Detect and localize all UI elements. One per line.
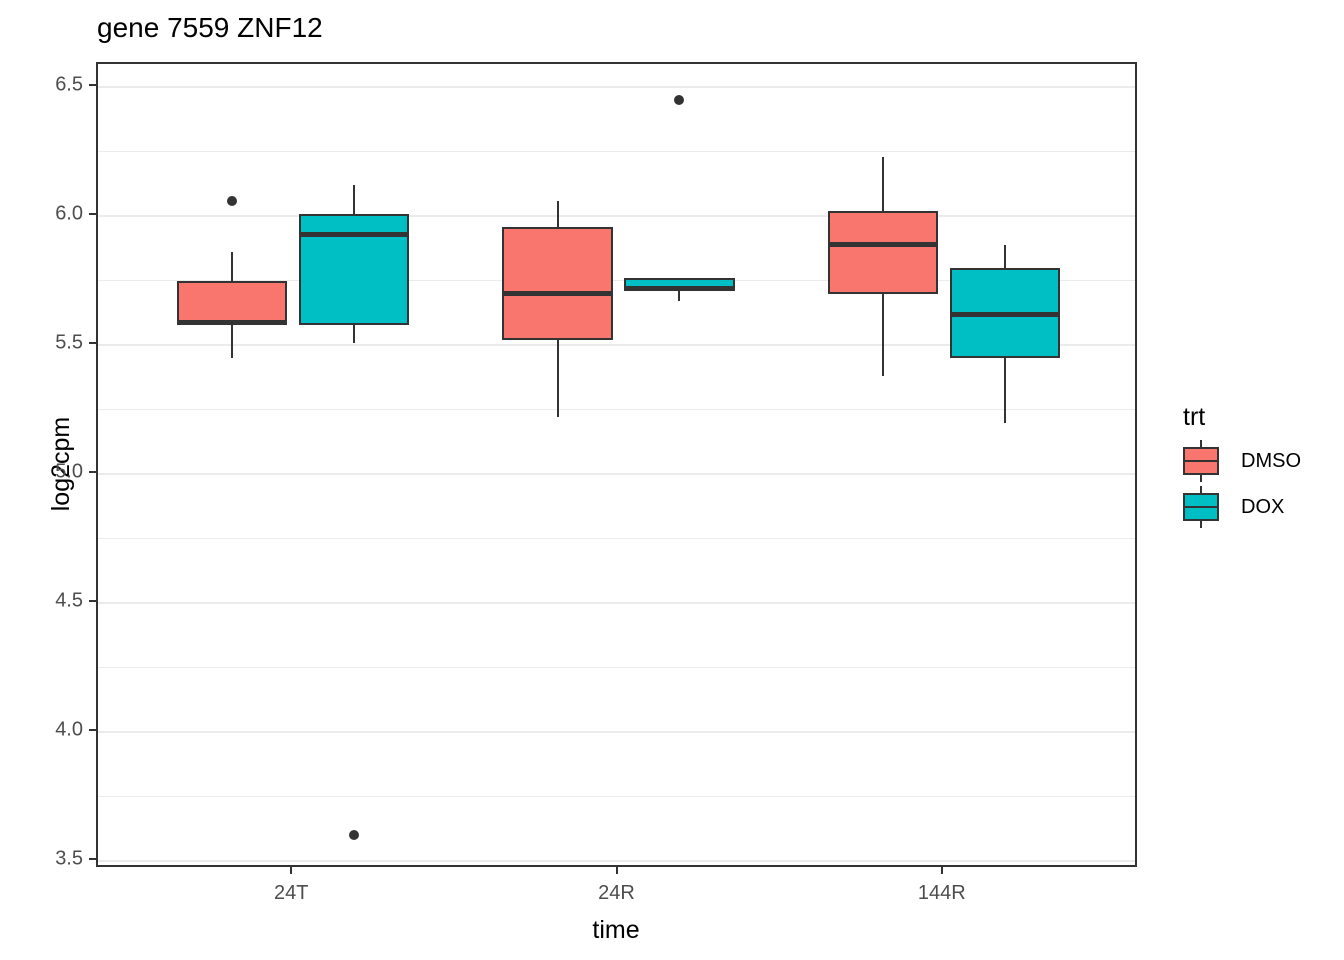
y-tick-mark: [89, 858, 96, 861]
y-tick-label: 5.5: [55, 331, 83, 354]
x-tick-mark: [940, 867, 943, 874]
boxplot-box-dox-24t: [298, 213, 410, 325]
outlier-point: [349, 830, 360, 841]
major-gridline: [98, 602, 1135, 605]
x-tick-mark: [615, 867, 618, 874]
y-tick-label: 4.5: [55, 589, 83, 612]
x-tick-mark: [290, 867, 293, 874]
y-tick-mark: [89, 471, 96, 474]
key-median-line: [1183, 506, 1219, 508]
legend-entry-dmso: DMSO: [1183, 440, 1301, 482]
x-tick-label: 24T: [273, 882, 309, 904]
major-gridline: [98, 731, 1135, 734]
boxplot-key-icon: [1183, 486, 1219, 528]
y-tick-mark: [89, 600, 96, 603]
median-line: [298, 231, 410, 237]
minor-gridline: [98, 538, 1135, 540]
boxplot-box-dmso-24r: [502, 226, 613, 341]
y-tick-mark: [89, 84, 96, 87]
major-gridline: [98, 473, 1135, 476]
y-tick-label: 6.5: [55, 73, 83, 96]
key-median-line: [1183, 460, 1219, 462]
y-tick-label: 5.0: [55, 460, 83, 483]
y-tick-label: 6.0: [55, 202, 83, 225]
boxplot-box-dmso-24t: [176, 280, 288, 325]
y-tick-label: 3.5: [55, 847, 83, 870]
y-tick-mark: [89, 342, 96, 345]
legend: trt DMSO DOX: [1183, 403, 1301, 538]
boxplot-key-icon: [1183, 440, 1219, 482]
legend-entry-dox: DOX: [1183, 486, 1301, 528]
boxplot-box-dmso-144r: [827, 211, 939, 294]
minor-gridline: [98, 667, 1135, 669]
minor-gridline: [98, 409, 1135, 411]
median-line: [502, 291, 613, 297]
major-gridline: [98, 86, 1135, 89]
outlier-point: [674, 95, 685, 106]
legend-label-dmso: DMSO: [1241, 449, 1301, 472]
minor-gridline: [98, 280, 1135, 282]
median-line: [624, 285, 735, 291]
median-line: [176, 319, 288, 325]
x-axis-title: time: [592, 916, 640, 944]
plot-panel: [96, 62, 1137, 867]
outlier-point: [227, 195, 238, 206]
y-tick-mark: [89, 729, 96, 732]
legend-label-dox: DOX: [1241, 495, 1285, 518]
y-tick-mark: [89, 213, 96, 216]
x-tick-label: 24R: [598, 882, 635, 904]
minor-gridline: [98, 796, 1135, 798]
plot-title: gene 7559 ZNF12: [97, 12, 323, 43]
legend-title: trt: [1183, 403, 1206, 431]
major-gridline: [98, 860, 1135, 863]
major-gridline: [98, 215, 1135, 218]
minor-gridline: [98, 151, 1135, 153]
median-line: [949, 311, 1061, 317]
y-tick-label: 4.0: [55, 718, 83, 741]
major-gridline: [98, 344, 1135, 347]
median-line: [827, 242, 939, 248]
x-tick-label: 144R: [917, 882, 966, 904]
